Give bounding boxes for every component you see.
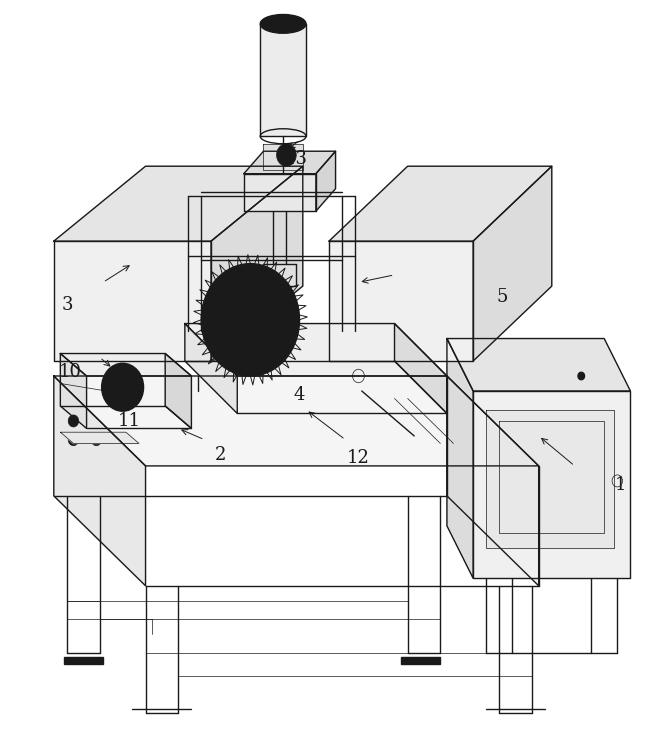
Circle shape (201, 264, 299, 376)
Bar (64, 657, 103, 665)
Circle shape (68, 434, 79, 446)
Polygon shape (473, 391, 630, 578)
Polygon shape (244, 174, 316, 211)
Polygon shape (54, 241, 211, 361)
Text: 5: 5 (497, 288, 509, 306)
Polygon shape (486, 410, 614, 548)
Polygon shape (54, 376, 145, 586)
Polygon shape (316, 151, 336, 211)
Polygon shape (54, 376, 539, 466)
Polygon shape (473, 166, 552, 361)
Text: 13: 13 (285, 150, 308, 168)
Polygon shape (244, 151, 336, 174)
Circle shape (91, 434, 101, 446)
Circle shape (276, 144, 296, 166)
Circle shape (578, 372, 584, 380)
Polygon shape (61, 432, 139, 444)
Circle shape (101, 363, 143, 411)
Polygon shape (447, 338, 630, 391)
Polygon shape (211, 166, 303, 361)
Polygon shape (395, 323, 447, 414)
Text: 11: 11 (118, 412, 141, 430)
Polygon shape (54, 166, 303, 241)
Polygon shape (447, 338, 473, 578)
Text: 4: 4 (294, 386, 305, 404)
Polygon shape (263, 264, 296, 286)
Polygon shape (165, 353, 191, 429)
Circle shape (68, 415, 79, 427)
Circle shape (241, 310, 259, 330)
Polygon shape (447, 376, 539, 586)
Text: 10: 10 (59, 363, 82, 381)
Polygon shape (185, 323, 447, 376)
Text: 2: 2 (215, 446, 226, 464)
Bar (401, 657, 440, 665)
Circle shape (281, 149, 291, 161)
Text: 3: 3 (61, 296, 72, 314)
Text: 1: 1 (615, 475, 626, 493)
Polygon shape (185, 323, 238, 414)
Polygon shape (329, 241, 473, 361)
Polygon shape (61, 353, 87, 429)
Polygon shape (61, 353, 191, 376)
Polygon shape (263, 144, 303, 170)
Text: 12: 12 (347, 450, 370, 468)
Polygon shape (260, 24, 306, 136)
Circle shape (109, 372, 136, 402)
Ellipse shape (260, 14, 306, 33)
Polygon shape (329, 166, 552, 241)
